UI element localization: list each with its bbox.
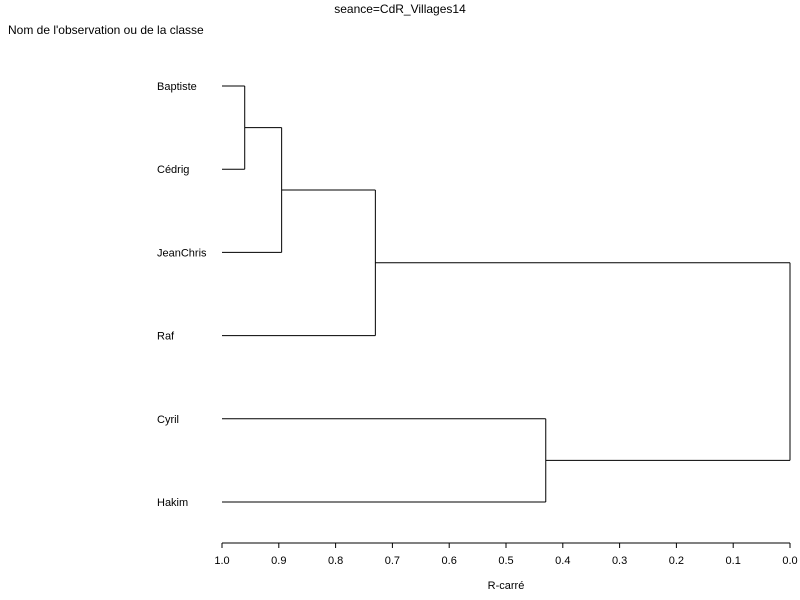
x-tick-label: 0.2 xyxy=(669,555,684,567)
y-axis-label: Nom de l'observation ou de la classe xyxy=(8,23,204,37)
x-tick-label: 0.9 xyxy=(271,555,286,567)
x-tick-label: 0.4 xyxy=(555,555,570,567)
chart-title: seance=CdR_Villages14 xyxy=(334,2,466,16)
x-tick-label: 1.0 xyxy=(214,555,229,567)
x-tick-label: 0.3 xyxy=(612,555,627,567)
leaf-label: Cyril xyxy=(157,414,179,426)
x-tick-label: 0.0 xyxy=(782,555,797,567)
x-tick-label: 0.1 xyxy=(726,555,741,567)
leaf-label: Cédrig xyxy=(157,164,189,176)
leaf-label: Hakim xyxy=(157,497,188,509)
x-tick-label: 0.6 xyxy=(442,555,457,567)
x-tick-label: 0.7 xyxy=(385,555,400,567)
leaf-label: Baptiste xyxy=(157,81,197,93)
leaf-label: Raf xyxy=(157,331,175,343)
leaf-label: JeanChris xyxy=(157,247,207,259)
x-tick-label: 0.5 xyxy=(498,555,513,567)
x-axis-label: R-carré xyxy=(488,580,525,592)
x-tick-label: 0.8 xyxy=(328,555,343,567)
